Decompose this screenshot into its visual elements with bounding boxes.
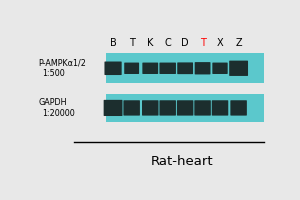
FancyBboxPatch shape <box>177 100 194 116</box>
Text: P-AMPKα1/2: P-AMPKα1/2 <box>39 58 86 67</box>
FancyBboxPatch shape <box>212 63 228 74</box>
Text: GAPDH: GAPDH <box>39 98 67 107</box>
Text: B: B <box>110 38 116 48</box>
FancyBboxPatch shape <box>159 63 176 74</box>
Text: Rat-heart: Rat-heart <box>150 155 213 168</box>
FancyBboxPatch shape <box>123 100 140 116</box>
FancyBboxPatch shape <box>104 62 122 75</box>
FancyBboxPatch shape <box>142 63 158 74</box>
Text: D: D <box>181 38 189 48</box>
FancyBboxPatch shape <box>230 100 247 116</box>
Text: C: C <box>164 38 171 48</box>
Bar <box>106 53 264 83</box>
FancyBboxPatch shape <box>159 100 176 116</box>
FancyBboxPatch shape <box>195 62 211 74</box>
FancyBboxPatch shape <box>124 63 139 74</box>
Bar <box>106 94 264 122</box>
Text: T: T <box>129 38 135 48</box>
FancyBboxPatch shape <box>142 100 158 116</box>
Text: K: K <box>147 38 153 48</box>
Text: X: X <box>217 38 223 48</box>
FancyBboxPatch shape <box>177 62 193 74</box>
FancyBboxPatch shape <box>212 100 228 116</box>
FancyBboxPatch shape <box>194 100 211 116</box>
FancyBboxPatch shape <box>229 61 248 76</box>
Text: T: T <box>200 38 206 48</box>
Text: 1:20000: 1:20000 <box>42 109 75 118</box>
Text: Z: Z <box>235 38 242 48</box>
FancyBboxPatch shape <box>103 100 122 116</box>
Text: 1:500: 1:500 <box>42 69 65 78</box>
